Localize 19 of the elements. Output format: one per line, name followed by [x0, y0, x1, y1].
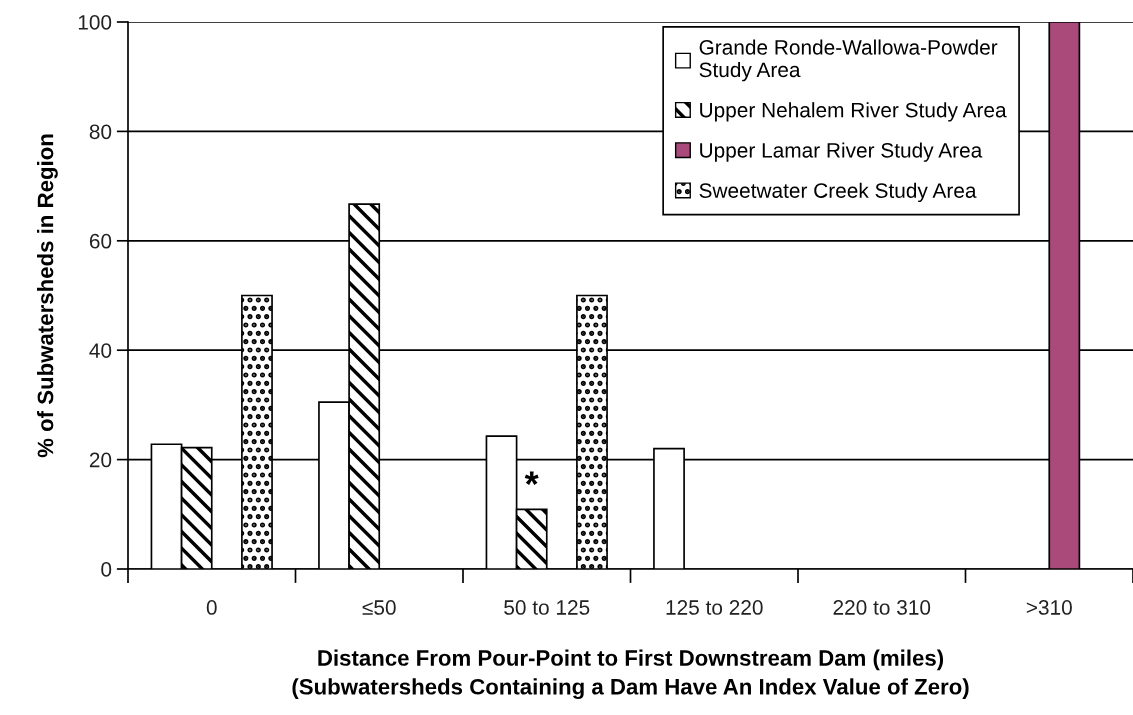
y-tick-label: 0 [101, 562, 112, 577]
legend-label: Upper Lamar River Study Area [700, 142, 983, 162]
x-tick-label: >310 [1026, 600, 1072, 615]
y-tick-label: 100 [78, 15, 112, 30]
x-axis-title: Distance From Pour-Point to First Downstream Dam (miles) (Subwatersheds Containing a Dam Have An Index Value of Zero) [292, 649, 969, 700]
y-axis-title: % of Subwatersheds in Region [37, 134, 58, 458]
y-tick-label: 80 [89, 124, 112, 140]
x-tick-label: 50 to 125 [504, 600, 590, 615]
y-tick-label: 60 [89, 233, 112, 249]
annotation: * [524, 471, 539, 485]
legend-label: Upper Nehalem River Study Area [700, 102, 1007, 122]
x-tick-label: ≤50 [362, 600, 396, 615]
y-tick-label: 20 [89, 452, 112, 468]
legend-label: Sweetwater Creek Study Area [699, 182, 977, 203]
x-tick-label: 125 to 220 [666, 600, 763, 615]
x-tick-label: 0 [206, 600, 217, 615]
legend-label: Grande Ronde-Wallowa-Powder Study Area [699, 39, 998, 82]
x-tick-label: 220 to 310 [833, 600, 931, 615]
y-tick-label: 40 [89, 343, 112, 358]
